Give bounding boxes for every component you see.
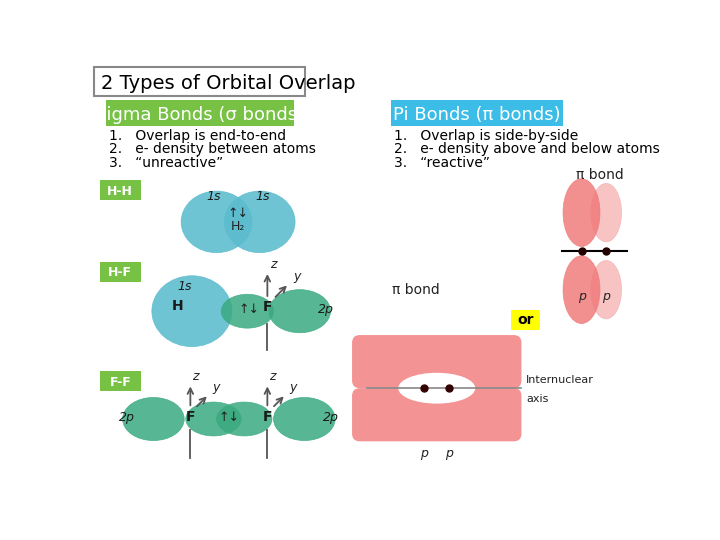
Ellipse shape xyxy=(221,294,274,328)
Text: y: y xyxy=(294,271,301,284)
Text: H₂: H₂ xyxy=(231,220,246,233)
Ellipse shape xyxy=(217,402,272,436)
Text: 2 Types of Orbital Overlap: 2 Types of Orbital Overlap xyxy=(101,74,356,93)
FancyBboxPatch shape xyxy=(99,180,141,200)
Text: ↑↓: ↑↓ xyxy=(228,207,248,220)
Text: 1.   Overlap is end-to-end: 1. Overlap is end-to-end xyxy=(109,129,286,143)
Ellipse shape xyxy=(269,289,330,333)
Text: p: p xyxy=(577,291,585,303)
Ellipse shape xyxy=(122,397,184,441)
Text: p: p xyxy=(602,291,610,303)
Ellipse shape xyxy=(186,402,241,436)
Ellipse shape xyxy=(398,373,475,403)
FancyBboxPatch shape xyxy=(352,335,521,388)
Ellipse shape xyxy=(590,184,621,242)
Ellipse shape xyxy=(181,191,252,253)
FancyBboxPatch shape xyxy=(99,372,141,392)
Text: 1s: 1s xyxy=(256,190,270,204)
FancyBboxPatch shape xyxy=(99,262,141,282)
Text: 2.   e- density above and below atoms: 2. e- density above and below atoms xyxy=(394,143,660,157)
Text: π bond: π bond xyxy=(392,284,440,297)
Text: 3.   “unreactive”: 3. “unreactive” xyxy=(109,157,223,170)
FancyBboxPatch shape xyxy=(390,100,563,126)
Text: Sigma Bonds (σ bonds): Sigma Bonds (σ bonds) xyxy=(95,106,304,124)
FancyBboxPatch shape xyxy=(352,388,521,441)
Text: z: z xyxy=(270,258,276,271)
Text: 1.   Overlap is side-by-side: 1. Overlap is side-by-side xyxy=(394,129,578,143)
Ellipse shape xyxy=(563,179,600,247)
Text: 2p: 2p xyxy=(318,303,334,316)
Text: z: z xyxy=(192,370,199,383)
Text: π bond: π bond xyxy=(576,168,624,182)
Text: F-F: F-F xyxy=(109,375,131,389)
FancyBboxPatch shape xyxy=(510,309,540,330)
FancyBboxPatch shape xyxy=(106,100,294,126)
Ellipse shape xyxy=(274,397,335,441)
Ellipse shape xyxy=(563,256,600,323)
FancyBboxPatch shape xyxy=(94,67,305,96)
Text: p: p xyxy=(420,448,428,461)
Text: 1s: 1s xyxy=(206,190,221,204)
Text: 3.   “reactive”: 3. “reactive” xyxy=(394,157,490,170)
Text: y: y xyxy=(289,381,297,394)
Text: H-F: H-F xyxy=(108,266,132,279)
Text: ↑↓: ↑↓ xyxy=(238,303,259,316)
Text: F: F xyxy=(263,300,272,314)
Text: y: y xyxy=(212,381,220,394)
Text: Internuclear: Internuclear xyxy=(526,375,594,385)
Text: axis: axis xyxy=(526,394,549,404)
Ellipse shape xyxy=(590,260,621,319)
Text: ↑↓: ↑↓ xyxy=(218,410,239,423)
Text: 2.   e- density between atoms: 2. e- density between atoms xyxy=(109,143,315,157)
Text: 2p: 2p xyxy=(323,410,338,423)
Ellipse shape xyxy=(224,191,295,253)
Text: Pi Bonds (π bonds): Pi Bonds (π bonds) xyxy=(393,106,561,124)
Text: H-H: H-H xyxy=(107,185,133,198)
Text: 2p: 2p xyxy=(120,410,135,423)
Ellipse shape xyxy=(152,276,232,347)
Text: z: z xyxy=(269,370,275,383)
Text: H: H xyxy=(172,299,184,313)
Text: 1s: 1s xyxy=(177,280,192,293)
Text: F: F xyxy=(263,409,272,423)
Text: F: F xyxy=(186,409,195,423)
Text: or: or xyxy=(517,313,534,327)
Text: p: p xyxy=(445,448,453,461)
